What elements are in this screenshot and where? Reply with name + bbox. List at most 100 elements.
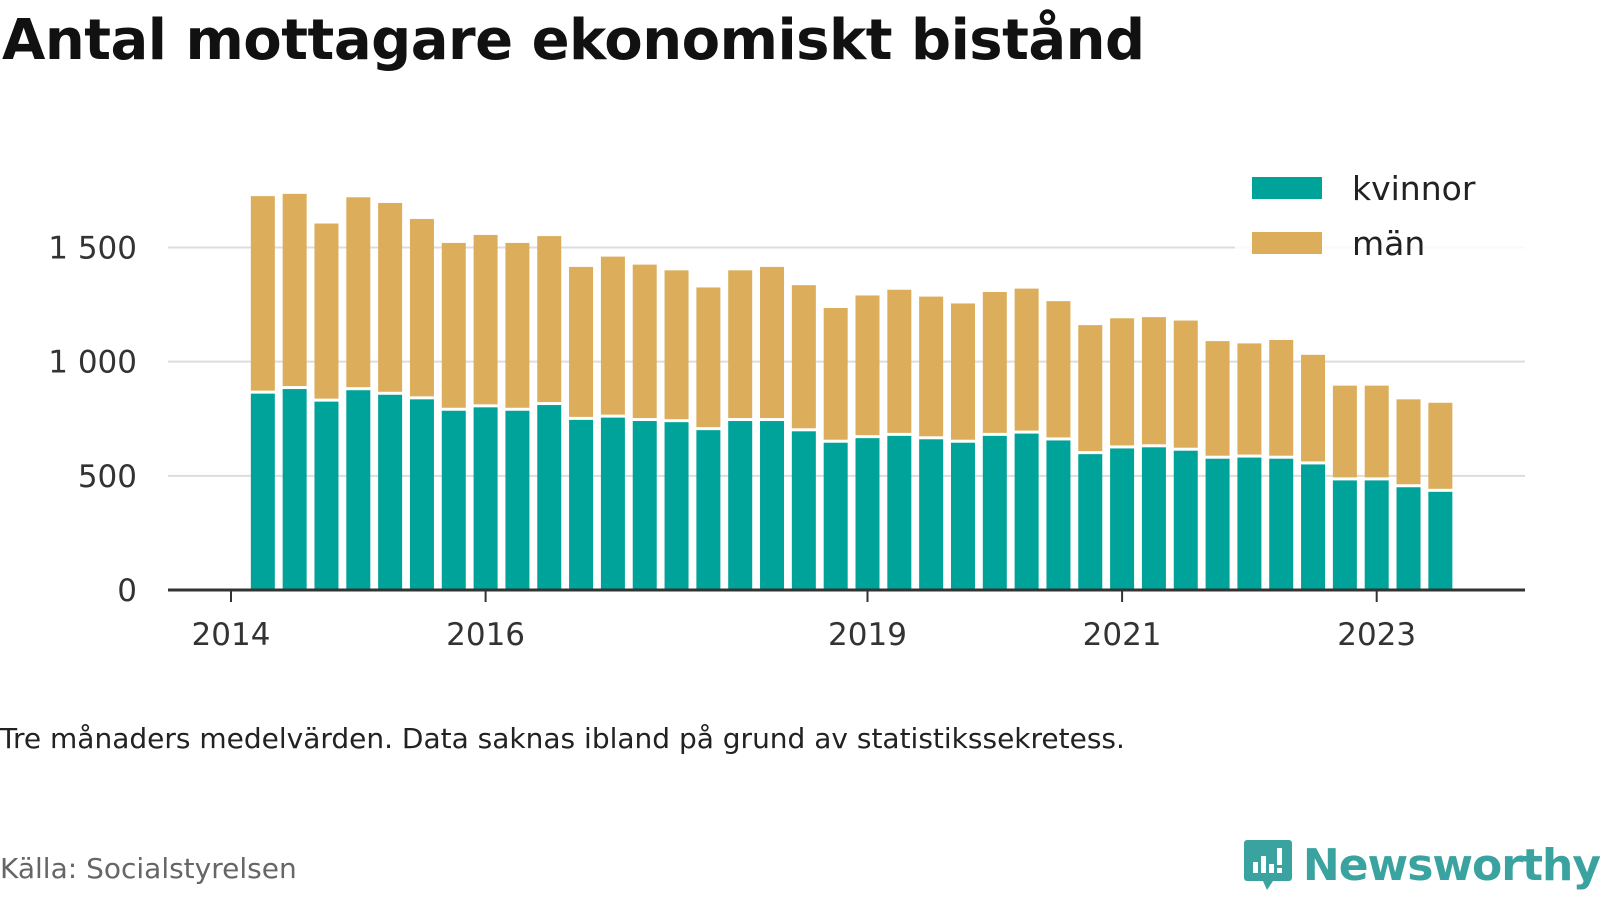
bar-man	[1205, 341, 1230, 456]
x-tick-label: 2021	[1083, 617, 1162, 653]
bar-kvinnor	[823, 442, 848, 590]
bar-kvinnor	[632, 421, 657, 590]
x-axis-ticks: 2014 2016 2019 2021 2023	[192, 590, 1416, 653]
y-tick-label: 1 500	[48, 231, 137, 267]
y-tick-label: 500	[78, 459, 137, 495]
legend-swatch	[1252, 232, 1322, 254]
bars	[250, 193, 1453, 590]
bar-kvinnor	[1078, 454, 1103, 590]
bar-man	[1173, 320, 1198, 448]
bar-man	[409, 218, 434, 397]
bar-kvinnor	[346, 390, 371, 590]
bar-man	[378, 202, 403, 392]
bar-kvinnor	[378, 394, 403, 590]
bar-man	[1364, 385, 1389, 478]
bar-man	[1141, 317, 1166, 445]
bar-kvinnor	[537, 405, 562, 590]
source-label: Källa: Socialstyrelsen	[0, 852, 297, 885]
bar-man	[887, 289, 912, 433]
legend-label: kvinnor	[1352, 169, 1476, 208]
bar-kvinnor	[1141, 447, 1166, 590]
bar-kvinnor	[1396, 487, 1421, 590]
bar-man	[346, 197, 371, 388]
bar-kvinnor	[1046, 440, 1071, 590]
bar-kvinnor	[950, 442, 975, 590]
bar-kvinnor	[728, 421, 753, 590]
x-tick-label: 2019	[828, 617, 907, 653]
bar-man	[1332, 385, 1357, 478]
bar-man	[664, 270, 689, 420]
bar-kvinnor	[855, 438, 880, 590]
bar-kvinnor	[696, 430, 721, 590]
bar-man	[1237, 343, 1262, 455]
bar-kvinnor	[664, 422, 689, 590]
bar-man	[600, 256, 625, 415]
bar-kvinnor	[505, 410, 530, 590]
bar-man	[569, 266, 594, 417]
bar-kvinnor	[250, 393, 275, 590]
bar-man	[1428, 402, 1453, 489]
bar-kvinnor	[1205, 458, 1230, 590]
bar-kvinnor	[1364, 480, 1389, 590]
bar-kvinnor	[887, 435, 912, 590]
bar-man	[696, 287, 721, 428]
bar-kvinnor	[409, 399, 434, 590]
bar-man	[950, 303, 975, 440]
bar-kvinnor	[441, 410, 466, 590]
bar-kvinnor	[1428, 491, 1453, 590]
bar-kvinnor	[1014, 433, 1039, 590]
bar-man	[473, 234, 498, 405]
bar-man	[1396, 399, 1421, 485]
bar-kvinnor	[473, 407, 498, 590]
bar-kvinnor	[1237, 457, 1262, 590]
bar-man	[791, 285, 816, 429]
bar-man	[919, 296, 944, 437]
bar-kvinnor	[791, 431, 816, 590]
bar-man	[1014, 288, 1039, 431]
bar-kvinnor	[982, 435, 1007, 590]
bar-kvinnor	[282, 389, 307, 590]
x-tick-label: 2023	[1337, 617, 1416, 653]
y-tick-label: 0	[117, 573, 137, 609]
x-tick-label: 2016	[446, 617, 525, 653]
page-title: Antal mottagare ekonomiskt bistånd	[2, 8, 1145, 73]
bar-kvinnor	[1110, 448, 1135, 590]
bar-man	[1269, 339, 1294, 456]
bar-man	[250, 196, 275, 391]
bar-kvinnor	[569, 419, 594, 590]
bar-man	[537, 236, 562, 403]
legend-swatch	[1252, 177, 1322, 199]
bar-man	[1301, 354, 1326, 462]
bar-man	[855, 295, 880, 436]
bar-kvinnor	[1173, 450, 1198, 590]
stacked-bar-chart: 0 500 1 000 1 500 2014 2016 2019 2021 2023 kvin…	[48, 160, 1535, 653]
y-tick-label: 1 000	[48, 345, 137, 381]
bar-kvinnor	[600, 417, 625, 590]
bar-man	[632, 264, 657, 419]
bar-man	[982, 292, 1007, 433]
chart-note: Tre månaders medelvärden. Data saknas ib…	[0, 722, 1125, 755]
newsworthy-logo-icon	[1243, 840, 1292, 890]
bar-man	[760, 266, 785, 419]
y-axis-ticks: 0 500 1 000 1 500	[48, 231, 137, 610]
bar-man	[1078, 325, 1103, 452]
legend-label: män	[1352, 224, 1425, 263]
x-tick-label: 2014	[192, 617, 271, 653]
brand-name: Newsworthy	[1302, 839, 1600, 891]
bar-kvinnor	[314, 401, 339, 590]
bar-kvinnor	[919, 439, 944, 590]
bar-man	[314, 223, 339, 399]
bar-man	[505, 242, 530, 408]
bar-man	[1110, 318, 1135, 446]
bar-man	[823, 308, 848, 440]
bar-kvinnor	[760, 421, 785, 590]
bar-kvinnor	[1301, 464, 1326, 590]
bar-kvinnor	[1332, 480, 1357, 590]
bar-man	[728, 270, 753, 419]
bar-man	[1046, 301, 1071, 438]
bar-man	[441, 242, 466, 408]
legend: kvinnor män	[1235, 160, 1535, 270]
bar-kvinnor	[1269, 458, 1294, 590]
bar-man	[282, 193, 307, 387]
brand-logo[interactable]: Newsworthy	[1243, 838, 1600, 892]
